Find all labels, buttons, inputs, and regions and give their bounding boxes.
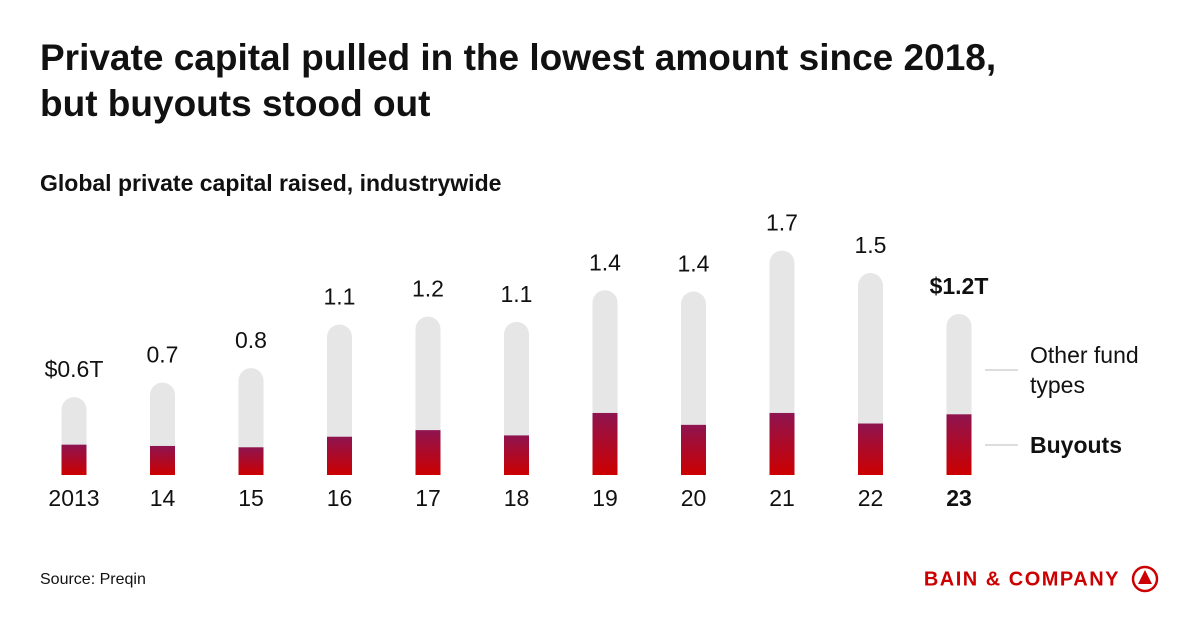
- brand: BAIN & COMPANY: [924, 568, 1120, 590]
- value-label: 0.7: [147, 342, 179, 368]
- brand-icon: [1131, 565, 1159, 593]
- x-tick-label: 19: [592, 485, 618, 511]
- value-label: 1.5: [855, 232, 887, 258]
- value-label: 1.7: [766, 210, 798, 236]
- x-tick-label: 23: [946, 485, 972, 511]
- bar-segment: [946, 313, 972, 415]
- bar-segment: [681, 291, 706, 425]
- value-label: 1.1: [324, 284, 356, 310]
- bar-segment: [592, 412, 618, 475]
- x-tick-label: 18: [504, 485, 530, 511]
- value-label: 1.4: [589, 249, 621, 275]
- title-line: but buyouts stood out: [40, 83, 430, 124]
- x-tick-label: 21: [769, 485, 795, 511]
- value-label: 1.1: [501, 281, 533, 307]
- bar-segment: [327, 436, 352, 475]
- bar-segment: [681, 424, 706, 475]
- bar-segment: [415, 316, 441, 431]
- bar-segment: [150, 445, 175, 475]
- subtitle: Global private capital raised, industryw…: [40, 170, 501, 196]
- bar-segment: [327, 324, 352, 437]
- legend-label: Other fund types: [1030, 342, 1139, 398]
- x-tick-label: 14: [150, 485, 176, 511]
- bar-segment: [238, 368, 264, 448]
- bar-segment: [504, 435, 529, 475]
- x-tick-label: 16: [327, 485, 353, 511]
- value-label: 1.2: [412, 276, 444, 302]
- bar-segment: [592, 290, 618, 413]
- bar-segment: [150, 382, 175, 446]
- value-label: $0.6T: [45, 356, 104, 382]
- bar-segment: [504, 321, 529, 436]
- value-label: 1.4: [678, 251, 710, 277]
- source: Source: Preqin: [40, 571, 146, 588]
- bar-segment: [238, 447, 264, 475]
- bar-segment: [858, 423, 883, 475]
- bar-segment: [769, 250, 795, 413]
- legend-label: Buyouts: [1030, 432, 1122, 458]
- bar-segment: [946, 414, 972, 475]
- bar-segment: [858, 273, 883, 424]
- bar-segment: [61, 444, 87, 475]
- value-label: $1.2T: [930, 273, 989, 299]
- x-tick-label: 2013: [48, 485, 99, 511]
- bar-segment: [61, 397, 87, 445]
- bar-segment: [769, 412, 795, 475]
- x-tick-label: 22: [858, 485, 884, 511]
- title-line: Private capital pulled in the lowest amo…: [40, 37, 996, 78]
- bar-segment: [415, 430, 441, 475]
- value-label: 0.8: [235, 327, 267, 353]
- x-tick-label: 20: [681, 485, 707, 511]
- x-tick-label: 17: [415, 485, 441, 511]
- brand-icon: [1138, 570, 1152, 584]
- x-tick-label: 15: [238, 485, 264, 511]
